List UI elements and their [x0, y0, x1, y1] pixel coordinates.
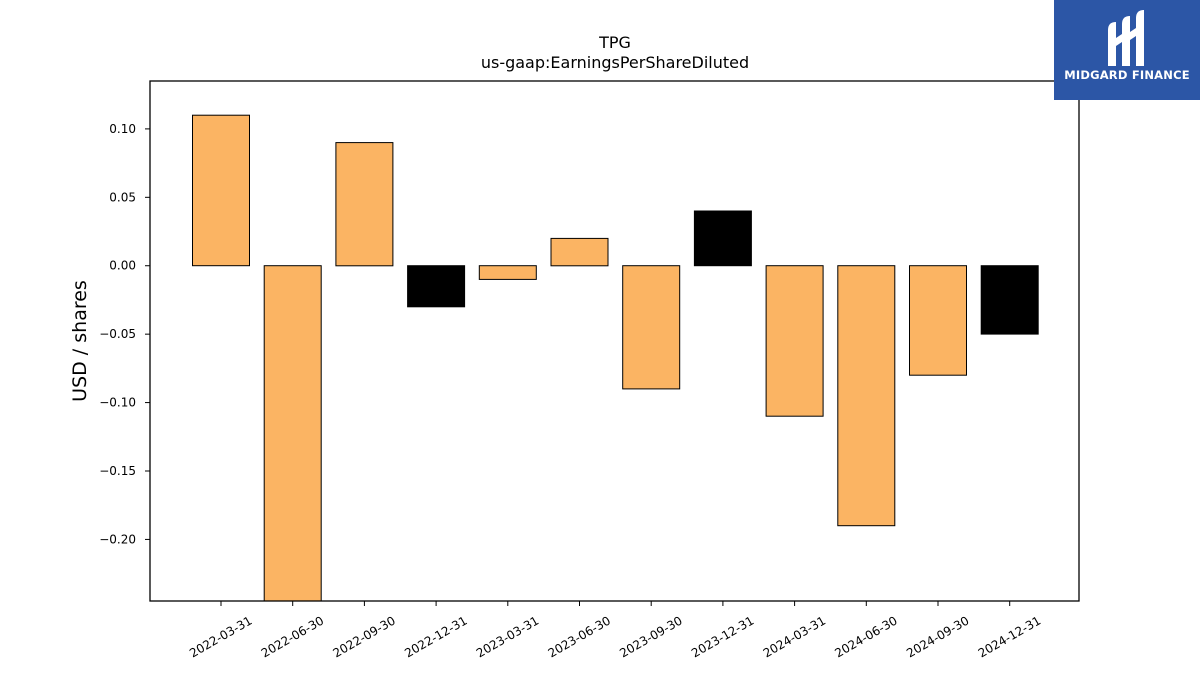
bar-2023-12-31	[693, 210, 752, 267]
x-tick-label: 2023-12-31	[689, 613, 756, 660]
y-tick-label: −0.10	[99, 396, 136, 410]
midgard-logo-icon	[1108, 10, 1144, 66]
y-tick-label: 0.10	[109, 122, 136, 136]
x-tick-label: 2022-03-31	[187, 613, 254, 660]
y-axis-label: USD / shares	[69, 280, 91, 402]
x-tick-label: 2024-06-30	[832, 613, 899, 660]
y-tick-label: −0.20	[99, 532, 136, 546]
x-tick-label: 2023-06-30	[546, 613, 613, 660]
y-tick-label: −0.15	[99, 464, 136, 478]
bar-2024-12-31	[980, 265, 1039, 335]
y-tick-label: −0.05	[99, 327, 136, 341]
bar-2023-09-30	[622, 265, 681, 390]
x-tick-label: 2024-09-30	[904, 613, 971, 660]
midgard-finance-logo: MIDGARD FINANCE	[1054, 0, 1200, 100]
bar-2023-03-31	[478, 265, 537, 280]
x-tick-label: 2024-03-31	[761, 613, 828, 660]
logo-text: MIDGARD FINANCE	[1064, 68, 1190, 82]
bar-2023-06-30	[550, 237, 609, 267]
bar-2024-06-30	[837, 265, 896, 527]
y-tick-label: 0.05	[109, 190, 136, 204]
plot-frame	[149, 80, 1080, 602]
x-tick-label: 2022-06-30	[259, 613, 326, 660]
bars-group	[192, 114, 1039, 602]
x-ticks-group: 2022-03-31 2022-06-30 2022-09-30 2022-12-31…	[187, 601, 1043, 660]
bar-2022-09-30	[335, 142, 394, 267]
y-ticks-group: 0.10 0.05 0.00 −0.05 −0.10 −0.15 −0.20	[99, 122, 150, 546]
bar-2022-06-30	[263, 265, 322, 602]
x-tick-label: 2022-12-31	[402, 613, 469, 660]
bar-2022-12-31	[407, 265, 466, 308]
chart-title: TPG	[598, 33, 631, 52]
bar-2024-09-30	[909, 265, 967, 376]
x-tick-label: 2022-09-30	[330, 613, 397, 660]
bar-2022-03-31	[192, 114, 250, 267]
y-tick-label: 0.00	[109, 259, 136, 273]
x-tick-label: 2023-09-30	[617, 613, 684, 660]
x-tick-label: 2024-12-31	[976, 613, 1043, 660]
x-tick-label: 2023-03-31	[474, 613, 541, 660]
bar-2024-03-31	[765, 265, 824, 417]
chart-subtitle: us-gaap:EarningsPerShareDiluted	[481, 53, 749, 72]
